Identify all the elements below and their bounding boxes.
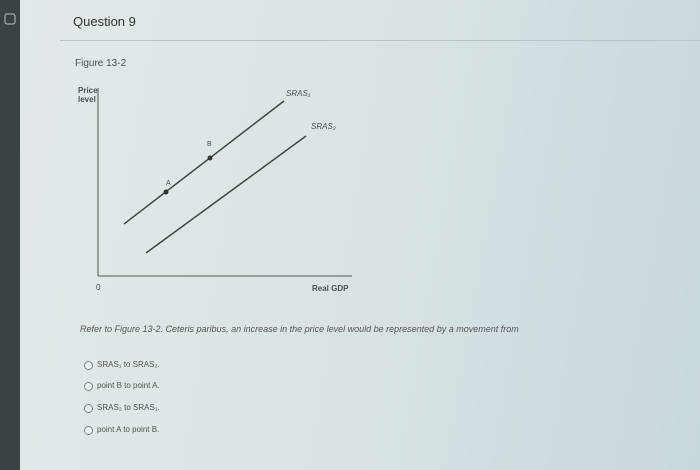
point-label: A [166,180,171,187]
point-a [163,189,169,195]
flag-icon [4,13,16,25]
sras2-curve [145,135,307,254]
option-label[interactable]: SRAS₂ to SRAS₁. [97,403,160,412]
sidebar [0,0,20,470]
radio-button[interactable] [84,404,93,413]
option-label[interactable]: point A to point B. [97,425,160,434]
question-title: Question 9 [73,14,136,29]
point-b [207,155,213,161]
option-label[interactable]: SRAS₁ to SRAS₂. [97,360,160,369]
question-prompt: Refer to Figure 13-2. Ceteris paribus, a… [80,324,519,334]
sras1-curve [123,100,285,225]
radio-button[interactable] [84,426,93,435]
curve-label: SRAS₁ [286,89,311,98]
y-axis-label: Price level [78,86,98,104]
curve-label: SRAS₂ [311,122,336,131]
option-label[interactable]: point B to point A. [97,381,160,390]
x-axis-label: Real GDP [312,284,349,293]
origin-label: 0 [96,283,101,292]
point-label: B [207,141,212,148]
question-card [20,0,700,470]
radio-button[interactable] [84,382,93,391]
figure-label: Figure 13-2 [75,58,127,69]
radio-button[interactable] [84,361,93,370]
header-divider [60,40,700,41]
